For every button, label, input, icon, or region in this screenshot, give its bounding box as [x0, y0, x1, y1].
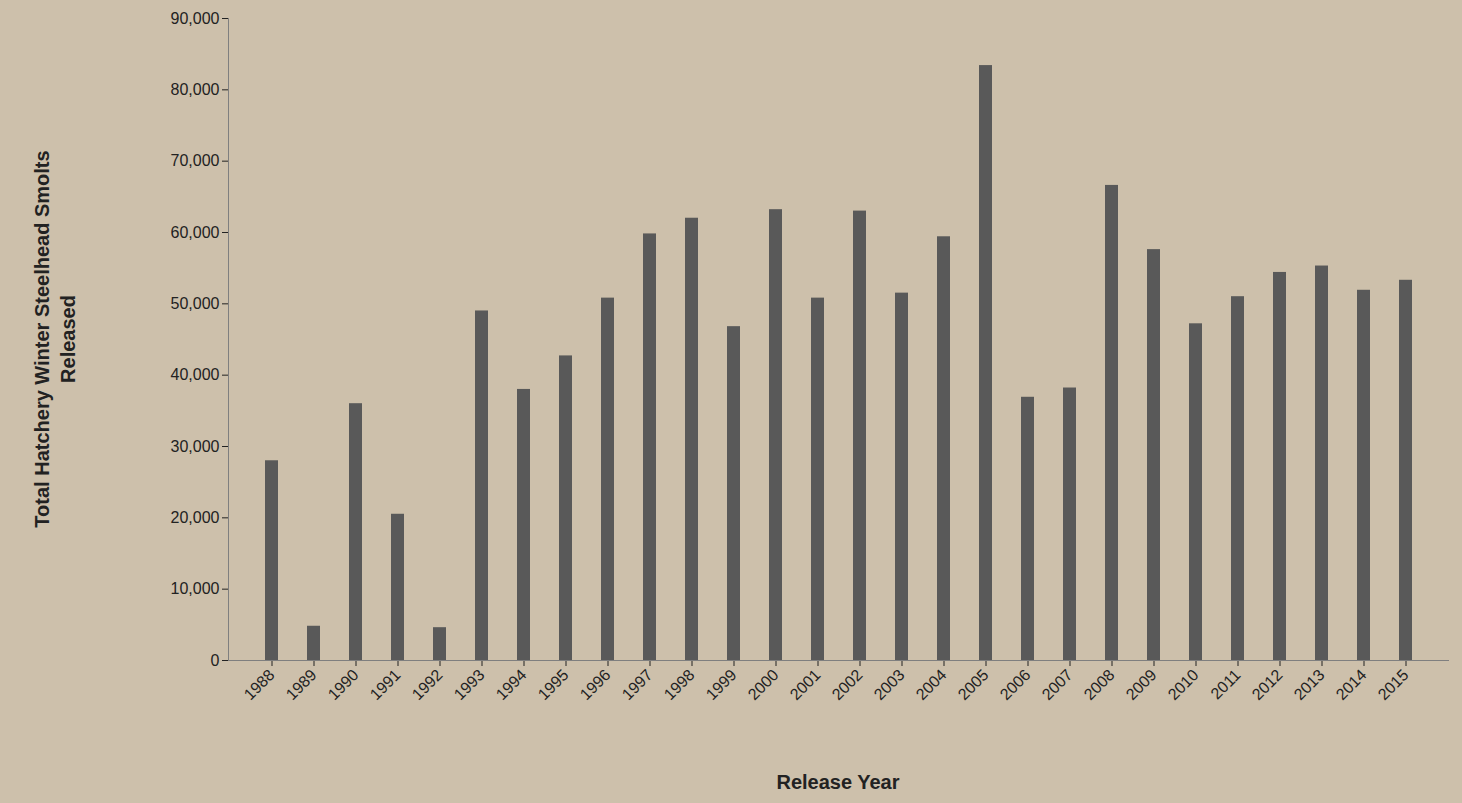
svg-text:20,000: 20,000 — [171, 509, 220, 526]
svg-text:2010: 2010 — [1165, 666, 1202, 703]
svg-text:50,000: 50,000 — [171, 295, 220, 312]
svg-text:1990: 1990 — [325, 666, 362, 703]
svg-text:1992: 1992 — [409, 666, 446, 703]
svg-text:1988: 1988 — [241, 666, 278, 703]
svg-text:1998: 1998 — [661, 666, 698, 703]
svg-text:1994: 1994 — [493, 666, 530, 703]
svg-text:2012: 2012 — [1249, 666, 1286, 703]
svg-text:1997: 1997 — [619, 666, 656, 703]
svg-text:1991: 1991 — [367, 666, 404, 703]
svg-text:Total Hatchery Winter Steelhea: Total Hatchery Winter Steelhead SmoltsRe… — [31, 150, 79, 527]
svg-text:1993: 1993 — [451, 666, 488, 703]
svg-text:2000: 2000 — [745, 666, 782, 703]
svg-text:30,000: 30,000 — [171, 438, 220, 455]
svg-text:90,000: 90,000 — [171, 10, 220, 27]
svg-text:2001: 2001 — [787, 666, 824, 703]
svg-text:1999: 1999 — [703, 666, 740, 703]
svg-text:1989: 1989 — [283, 666, 320, 703]
svg-text:1996: 1996 — [577, 666, 614, 703]
svg-text:2011: 2011 — [1207, 666, 1243, 702]
svg-text:80,000: 80,000 — [171, 81, 220, 98]
svg-text:40,000: 40,000 — [171, 366, 220, 383]
svg-text:2005: 2005 — [955, 666, 992, 703]
svg-text:2014: 2014 — [1333, 666, 1370, 703]
svg-text:2002: 2002 — [829, 666, 866, 703]
svg-text:0: 0 — [211, 652, 220, 669]
svg-text:2003: 2003 — [871, 666, 908, 703]
svg-text:2009: 2009 — [1123, 666, 1160, 703]
svg-text:70,000: 70,000 — [171, 152, 220, 169]
svg-text:Release Year: Release Year — [776, 771, 899, 793]
svg-text:2004: 2004 — [913, 666, 950, 703]
svg-text:2013: 2013 — [1291, 666, 1328, 703]
svg-text:10,000: 10,000 — [171, 580, 220, 597]
svg-text:1995: 1995 — [535, 666, 572, 703]
svg-text:2007: 2007 — [1039, 666, 1076, 703]
svg-text:2008: 2008 — [1081, 666, 1118, 703]
svg-text:2006: 2006 — [997, 666, 1034, 703]
svg-text:60,000: 60,000 — [171, 224, 220, 241]
svg-text:2015: 2015 — [1375, 666, 1412, 703]
